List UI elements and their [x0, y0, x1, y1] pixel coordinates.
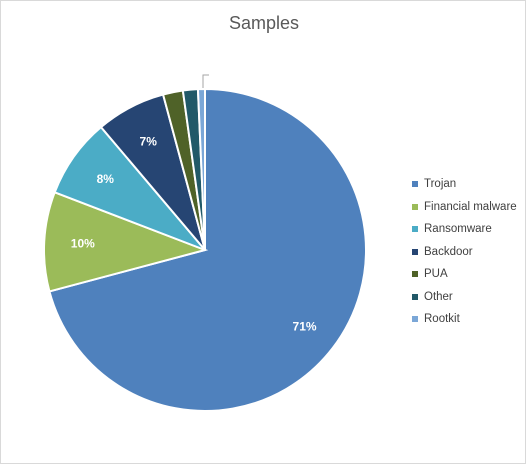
legend-item-other: Other — [412, 286, 517, 309]
data-label-financial-malware: 10% — [71, 236, 95, 250]
legend-label: Ransomware — [424, 223, 492, 236]
data-label-trojan: 71% — [293, 320, 317, 334]
data-label-backdoor: 7% — [140, 135, 158, 149]
legend-item-rootkit: Rootkit — [412, 308, 517, 331]
chart-title: Samples — [228, 13, 300, 33]
legend-label: Rootkit — [424, 313, 460, 326]
legend-swatch — [412, 203, 418, 210]
legend-swatch — [412, 271, 418, 278]
legend-swatch — [412, 226, 418, 233]
legend-label: Other — [424, 290, 453, 303]
legend-label: Backdoor — [424, 245, 473, 258]
legend-label: PUA — [424, 268, 448, 281]
legend-label: Trojan — [424, 178, 457, 191]
legend-swatch — [412, 248, 418, 255]
pie-slice-rootkit — [196, 87, 206, 251]
legend-label: Financial malware — [424, 200, 517, 213]
legend-swatch — [412, 293, 418, 300]
legend-item-trojan: Trojan — [412, 173, 517, 196]
legend-item-financial-malware: Financial malware — [412, 196, 517, 219]
legend: Trojan Financial malware Ransomware Backdoo… — [412, 173, 517, 331]
data-label-ransomware: 8% — [97, 172, 115, 186]
leader-line — [202, 74, 209, 88]
legend-item-pua: PUA — [412, 263, 517, 286]
legend-item-ransomware: Ransomware — [412, 218, 517, 241]
pie-slice-financial-malware — [43, 190, 209, 293]
legend-swatch — [412, 181, 418, 188]
legend-swatch — [412, 316, 418, 323]
legend-item-backdoor: Backdoor — [412, 241, 517, 264]
